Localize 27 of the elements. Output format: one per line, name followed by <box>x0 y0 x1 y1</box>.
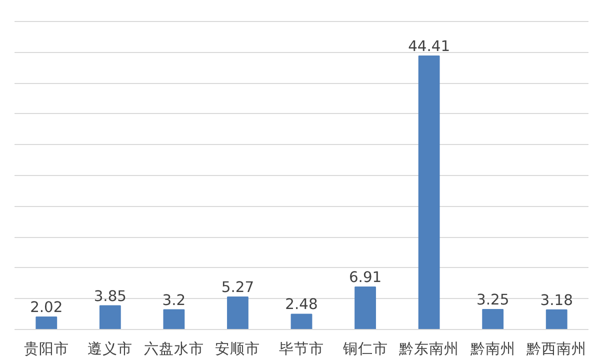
bar <box>546 309 568 330</box>
data-label: 5.27 <box>221 279 254 296</box>
x-tick-label: 毕节市 <box>279 340 324 358</box>
data-label: 2.48 <box>285 296 318 314</box>
bar <box>418 56 440 330</box>
x-tick-label: 六盘水市 <box>144 340 204 358</box>
data-label: 3.85 <box>94 288 126 305</box>
bar <box>36 316 58 330</box>
bar <box>354 286 376 330</box>
x-tick-label: 黔东南州 <box>398 340 460 358</box>
data-label: 44.41 <box>408 38 450 56</box>
x-tick-label: 铜仁市 <box>342 340 388 358</box>
x-tick-label: 黔南州 <box>469 340 516 358</box>
bar <box>163 309 185 330</box>
data-label: 6.91 <box>348 268 382 286</box>
bar <box>99 305 121 330</box>
x-tick-label: 贵阳市 <box>24 340 69 358</box>
x-tick-label: 遵义市 <box>88 340 133 358</box>
data-label: 3.2 <box>162 292 186 309</box>
bar <box>290 314 312 330</box>
x-tick-label: 安顺市 <box>215 340 260 358</box>
x-tick-label: 黔西南州 <box>526 340 587 358</box>
bar <box>227 296 248 330</box>
bar <box>482 308 504 330</box>
data-label: 3.25 <box>476 291 510 308</box>
data-label: 2.02 <box>30 299 63 316</box>
data-label: 3.18 <box>540 292 573 309</box>
